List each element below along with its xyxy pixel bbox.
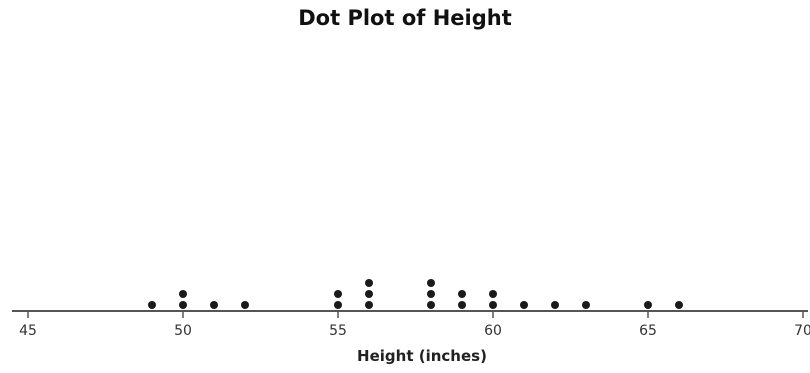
data-dot [365, 290, 373, 298]
data-dot [179, 301, 187, 309]
data-dot [458, 290, 466, 298]
x-tick-label: 55 [329, 323, 347, 339]
data-dot [365, 301, 373, 309]
data-dot [148, 301, 156, 309]
data-dot [551, 301, 559, 309]
data-dot [210, 301, 218, 309]
data-dot [520, 301, 528, 309]
dots-layer [148, 279, 683, 309]
data-dot [334, 290, 342, 298]
data-dot [458, 301, 466, 309]
data-dot [334, 301, 342, 309]
data-dot [241, 301, 249, 309]
data-dot [489, 290, 497, 298]
x-tick-label: 50 [174, 323, 192, 339]
data-dot [427, 301, 435, 309]
x-tick-label: 60 [484, 323, 502, 339]
x-tick-label: 45 [19, 323, 37, 339]
chart-title: Dot Plot of Height [298, 6, 512, 30]
data-dot [427, 290, 435, 298]
data-dot [582, 301, 590, 309]
data-dot [644, 301, 652, 309]
x-tick-label: 65 [639, 323, 657, 339]
x-tick-label: 70 [794, 323, 810, 339]
x-axis-label: Height (inches) [357, 347, 487, 365]
data-dot [179, 290, 187, 298]
data-dot [675, 301, 683, 309]
data-dot [365, 279, 373, 287]
data-dot [427, 279, 435, 287]
data-dot [489, 301, 497, 309]
x-axis-ticks: 45 50 55 60 65 70 [19, 311, 810, 339]
